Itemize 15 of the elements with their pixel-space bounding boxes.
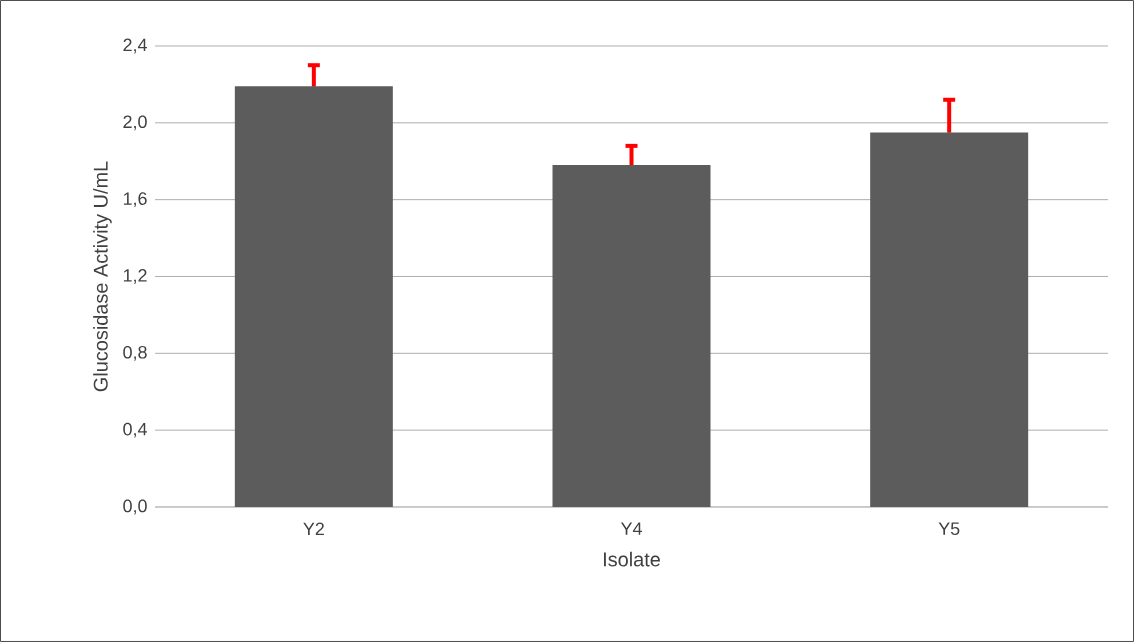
x-axis-title: Isolate (604, 551, 660, 567)
y-tick-label: 2,0 (123, 115, 147, 131)
y-tick-label: 1,6 (123, 192, 147, 208)
y-tick-label: 0,0 (123, 499, 147, 515)
y-tick-label: 0,4 (123, 422, 147, 438)
y-tick-label: 1,2 (123, 269, 147, 284)
y-axis-title: Glucosidase Activity U/mL (93, 161, 112, 392)
x-tick-label: Y4 (620, 522, 642, 535)
y-tick-label: 0,8 (123, 345, 147, 361)
x-tick-label: Y5 (938, 522, 960, 536)
bar (234, 86, 393, 507)
bar (552, 165, 711, 507)
y-tick-label: 2,4 (123, 38, 147, 54)
bar (870, 132, 1029, 507)
x-tick-label: Y2 (303, 522, 324, 536)
